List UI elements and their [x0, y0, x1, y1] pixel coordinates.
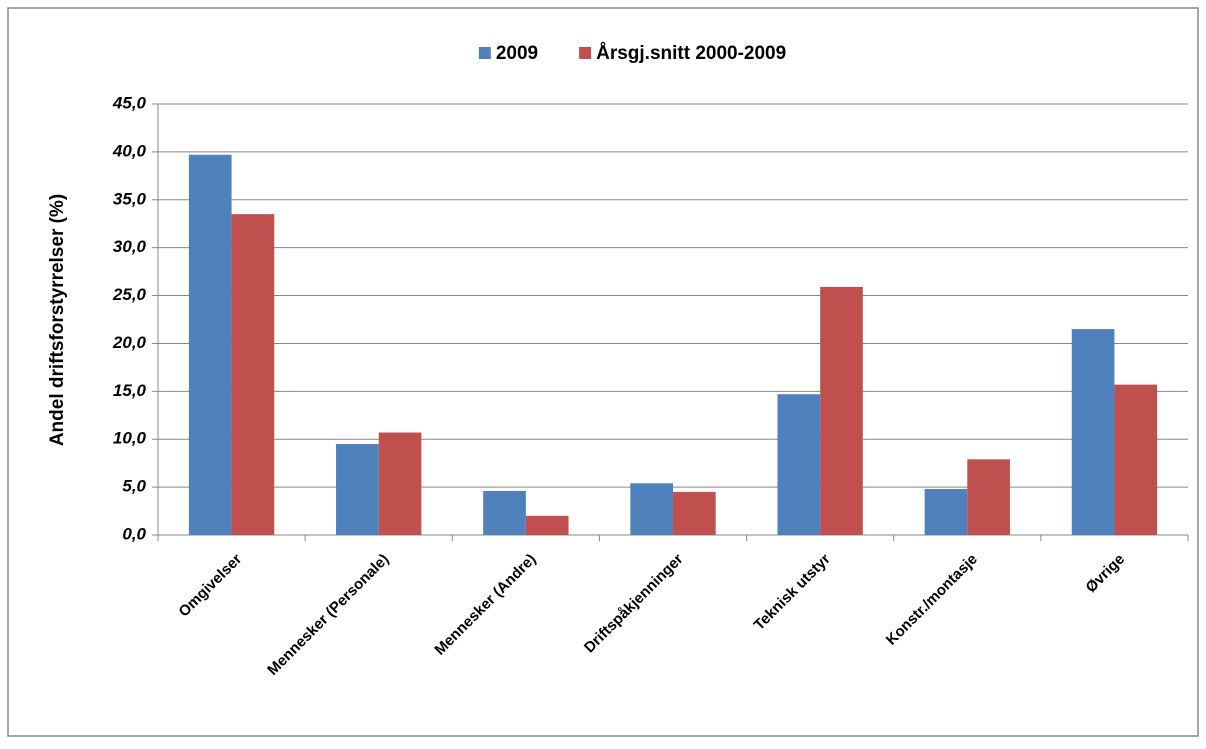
bar: [231, 214, 275, 535]
bar: [777, 394, 821, 535]
y-tick-label: 35,0: [113, 189, 147, 208]
y-tick-label: 15,0: [113, 381, 147, 400]
legend-label: Årsgj.snitt 2000-2009: [596, 43, 786, 64]
legend-label: 2009: [496, 43, 538, 64]
y-tick-label: 25,0: [112, 285, 147, 304]
bar: [820, 286, 863, 535]
bar: [924, 489, 968, 535]
bar: [378, 432, 422, 535]
y-tick-label: 0,0: [122, 524, 146, 543]
bar: [336, 444, 379, 535]
bar: [483, 490, 526, 535]
bar: [1071, 329, 1115, 535]
y-tick-label: 20,0: [112, 333, 147, 352]
bar: [525, 515, 569, 535]
y-tick-label: 10,0: [113, 429, 147, 448]
y-tick-label: 40,0: [112, 141, 147, 160]
bar: [1114, 384, 1158, 535]
bar: [673, 491, 716, 535]
y-tick-label: 30,0: [113, 237, 147, 256]
y-tick-label: 5,0: [122, 477, 146, 496]
bar: [630, 483, 673, 535]
bar: [967, 459, 1010, 535]
bar: [188, 154, 232, 536]
y-tick-label: 45,0: [112, 93, 147, 112]
legend-swatch: [579, 47, 592, 59]
y-axis-title: Andel driftsforstyrrelser (%): [47, 194, 68, 446]
legend-swatch: [478, 47, 491, 59]
